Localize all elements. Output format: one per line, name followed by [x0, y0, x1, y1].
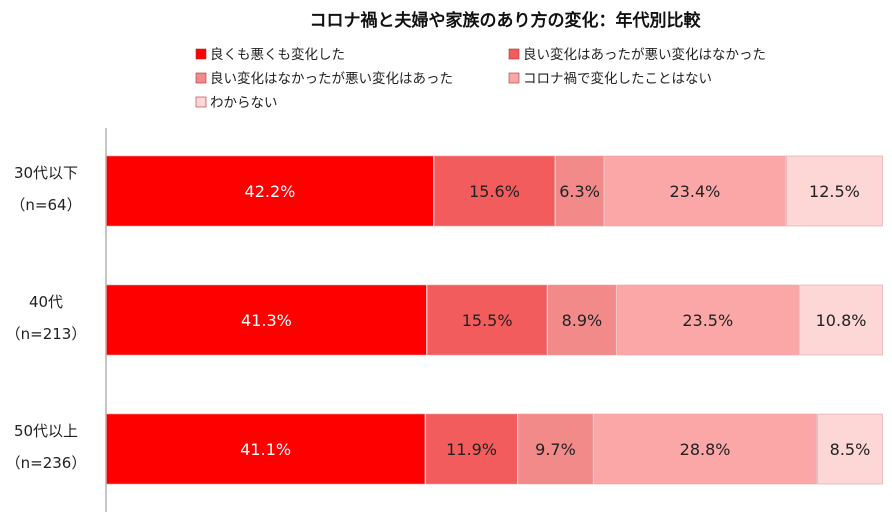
category-label-2: 40代 — [29, 293, 63, 311]
legend-label-2: 良い変化はあったが悪い変化はなかった — [523, 46, 766, 63]
data-label-1-4: 23.4% — [670, 182, 721, 201]
bar-segment-3-3 — [518, 413, 593, 485]
category-n-2: （n=213） — [6, 325, 87, 343]
legend-label-5: わからない — [210, 95, 278, 111]
bar-segment-1-2 — [434, 155, 555, 227]
category-label-3: 50代以上 — [14, 422, 78, 440]
bar-segment-1-3 — [555, 155, 604, 227]
data-label-3-3: 9.7% — [535, 440, 576, 459]
data-label-2-4: 23.5% — [682, 311, 733, 330]
legend-label-4: コロナ禍で変化したことはない — [523, 70, 712, 87]
bar-segment-1-4 — [604, 155, 786, 227]
data-label-2-1: 41.3% — [241, 311, 292, 330]
data-label-1-1: 42.2% — [245, 182, 296, 201]
bar-segment-3-4 — [593, 413, 817, 485]
legend: 良くも悪くも変化した 良い変化はあったが悪い変化はなかった良い変化はなかったが悪い… — [195, 46, 766, 111]
legend-swatch-5 — [195, 96, 207, 108]
bar-segment-3-2 — [425, 413, 518, 485]
legend-swatch-2 — [508, 48, 520, 60]
bar-segment-2-2 — [427, 284, 548, 356]
bar-segment-2-4 — [616, 284, 799, 356]
chart-title: コロナ禍と夫婦や家族のあり方の変化：年代別比較 — [310, 10, 702, 31]
bar-segment-2-1 — [106, 284, 427, 356]
data-label-3-5: 8.5% — [830, 440, 871, 459]
legend-swatch-4 — [508, 72, 520, 84]
data-label-2-5: 10.8% — [816, 311, 867, 330]
data-label-1-2: 15.6% — [469, 182, 520, 201]
bars: 42.2% 15.6% 6.3% 23.4% 12.5% 41.3% 15.5% 8.9% 23… — [106, 155, 883, 485]
category-label-1: 30代以下 — [14, 164, 78, 182]
category-n-3: （n=236） — [6, 454, 87, 472]
bar-segment-3-1 — [106, 413, 426, 485]
legend-label-3: 良い変化はなかったが悪い変化はあった — [210, 70, 453, 87]
data-label-3-4: 28.8% — [680, 440, 731, 459]
data-label-2-3: 8.9% — [562, 311, 603, 330]
bar-segment-2-3 — [547, 284, 617, 356]
category-labels: 30代以下 （n=64） 40代 （n=213） 50代以上 （n=236） — [6, 164, 87, 472]
bar-segment-1-1 — [106, 155, 434, 227]
legend-label-1: 良くも悪くも変化した — [210, 46, 345, 63]
data-label-3-2: 11.9% — [446, 440, 497, 459]
legend-swatch-3 — [195, 72, 207, 84]
legend-swatch-1 — [195, 48, 207, 60]
bar-segment-3-5 — [817, 413, 883, 485]
bar-segment-2-5 — [799, 284, 883, 356]
data-label-1-5: 12.5% — [809, 182, 860, 201]
data-label-1-3: 6.3% — [559, 182, 600, 201]
bar-segment-1-5 — [786, 155, 883, 227]
data-label-2-2: 15.5% — [462, 311, 513, 330]
data-label-3-1: 41.1% — [240, 440, 291, 459]
category-n-1: （n=64） — [10, 196, 81, 214]
